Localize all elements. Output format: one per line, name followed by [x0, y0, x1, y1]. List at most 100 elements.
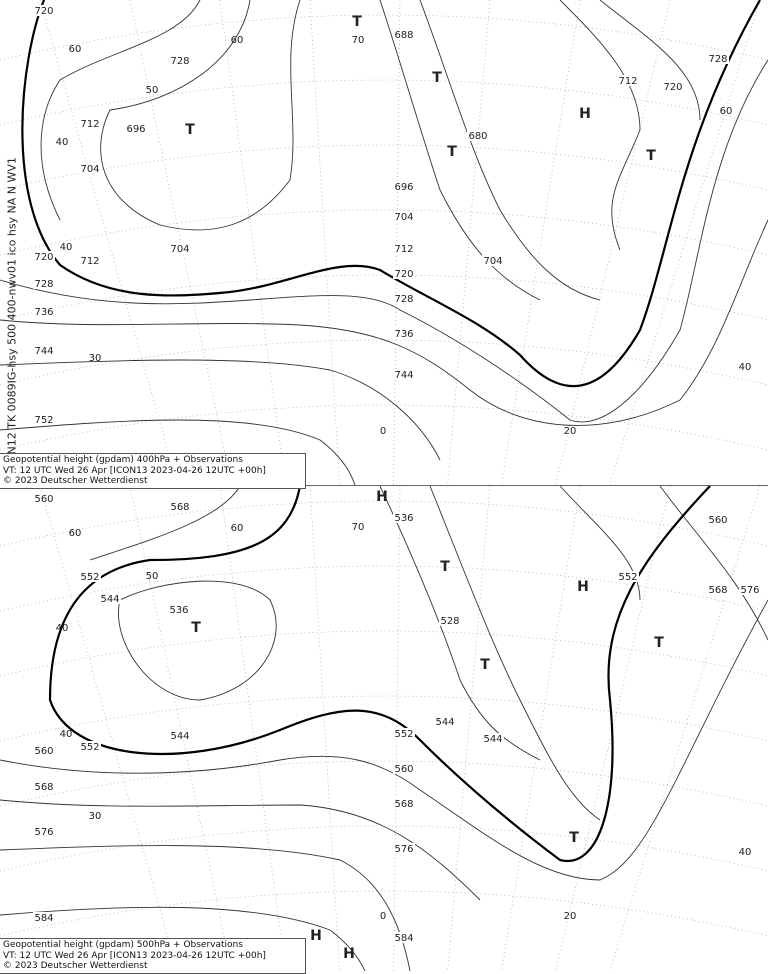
latitude-line	[0, 274, 768, 321]
longitude-line	[129, 485, 232, 971]
grid-label: 40	[60, 242, 73, 253]
height-contour	[559, 485, 641, 601]
height-contour	[0, 219, 768, 426]
caption-valid-time: VT: 12 UTC Wed 26 Apr [ICON13 2023-04-26…	[3, 465, 266, 476]
grid-label: 30	[89, 811, 102, 822]
height-contour	[0, 359, 441, 461]
grid-label: 40	[56, 137, 69, 148]
contour-label: 688	[394, 30, 413, 41]
contour-label: 552	[394, 729, 413, 740]
longitude-line	[609, 485, 761, 971]
height-contour	[0, 599, 768, 881]
longitude-line	[447, 485, 491, 971]
caption-500hpa: Geopotential height (gpdam) 500hPa + Obs…	[0, 938, 306, 974]
contour-label-bg	[393, 211, 415, 222]
height-contour	[559, 0, 641, 251]
high-center-marker: H	[376, 489, 388, 505]
reference-height-contour	[48, 485, 711, 863]
contour-label-bg	[169, 55, 191, 66]
contour-label-bg	[393, 29, 415, 40]
contour-label: 736	[34, 307, 53, 318]
contour-label: 704	[80, 164, 99, 175]
contour-label-bg	[739, 584, 761, 595]
contour-label: 544	[100, 594, 119, 605]
contour-label: 544	[435, 717, 454, 728]
high-center-marker: H	[579, 106, 591, 122]
latitude-line	[0, 14, 768, 61]
contour-label-bg	[393, 369, 415, 380]
contour-label: 712	[618, 76, 637, 87]
contour-label: 560	[34, 494, 53, 505]
contour-label: 728	[708, 54, 727, 65]
contour-label-bg	[79, 163, 101, 174]
contour-label: 560	[708, 515, 727, 526]
contour-label: 584	[34, 913, 53, 924]
height-contour	[599, 0, 701, 121]
contour-label-bg	[393, 268, 415, 279]
contour-label: 576	[740, 585, 759, 596]
latitude-line	[0, 79, 768, 126]
contour-label: 552	[618, 572, 637, 583]
longitude-line	[219, 485, 286, 971]
contour-label-bg	[707, 53, 729, 64]
contour-label: 552	[80, 742, 99, 753]
height-contour	[379, 0, 541, 301]
latitude-line	[0, 630, 768, 677]
contour-label-bg	[33, 493, 55, 504]
grid-label: 60	[69, 44, 82, 55]
longitude-line	[609, 0, 761, 486]
contour-label-bg	[482, 733, 504, 744]
contour-label: 728	[394, 294, 413, 305]
caption-copyright: © 2023 Deutscher Wetterdienst	[3, 961, 148, 971]
grid-label: 0	[380, 426, 386, 437]
contour-label-bg	[662, 81, 684, 92]
longitude-line	[393, 485, 401, 971]
longitude-line	[447, 0, 491, 486]
height-contour	[100, 0, 301, 231]
grid-label: 40	[56, 623, 69, 634]
contour-label-bg	[169, 730, 191, 741]
low-center-marker: T	[654, 635, 664, 651]
low-center-marker: T	[432, 70, 442, 86]
grid-label: 40	[739, 362, 752, 373]
height-contour	[40, 0, 201, 221]
contour-label: 728	[170, 56, 189, 67]
caption-title: Geopotential height (gpdam) 400hPa + Obs…	[3, 455, 243, 465]
panel-500hPa	[0, 485, 768, 971]
latitude-line	[0, 695, 768, 742]
contour-label-bg	[33, 826, 55, 837]
grid-label: 20	[564, 426, 577, 437]
panel-divider	[0, 485, 768, 486]
grid-label: 0	[380, 911, 386, 922]
contour-label-bg	[707, 584, 729, 595]
caption-copyright: © 2023 Deutscher Wetterdienst	[3, 476, 148, 486]
high-center-marker: H	[343, 946, 355, 962]
contour-label: 712	[80, 256, 99, 267]
longitude-line	[129, 0, 232, 486]
contour-label: 728	[34, 279, 53, 290]
contour-label: 680	[468, 131, 487, 142]
contour-label: 568	[394, 799, 413, 810]
low-center-marker: T	[440, 559, 450, 575]
contour-label: 720	[34, 252, 53, 263]
low-center-marker: T	[185, 122, 195, 138]
contour-label: 744	[394, 370, 413, 381]
contour-label: 584	[394, 933, 413, 944]
contour-label: 704	[483, 256, 502, 267]
contour-label: 704	[170, 244, 189, 255]
contour-label-bg	[79, 255, 101, 266]
caption-400hpa: Geopotential height (gpdam) 400hPa + Obs…	[0, 453, 306, 489]
low-center-marker: T	[646, 148, 656, 164]
height-contour	[659, 485, 768, 641]
reference-height-contour	[21, 0, 761, 388]
high-center-marker: H	[577, 579, 589, 595]
contour-label-bg	[33, 414, 55, 425]
contour-label: 720	[34, 6, 53, 17]
grid-label: 60	[720, 106, 733, 117]
contour-label-bg	[99, 593, 121, 604]
low-center-marker: T	[480, 657, 490, 673]
longitude-line	[393, 0, 401, 486]
grid-label: 70	[352, 522, 365, 533]
height-contour	[0, 419, 356, 486]
grid-label: 50	[146, 571, 159, 582]
